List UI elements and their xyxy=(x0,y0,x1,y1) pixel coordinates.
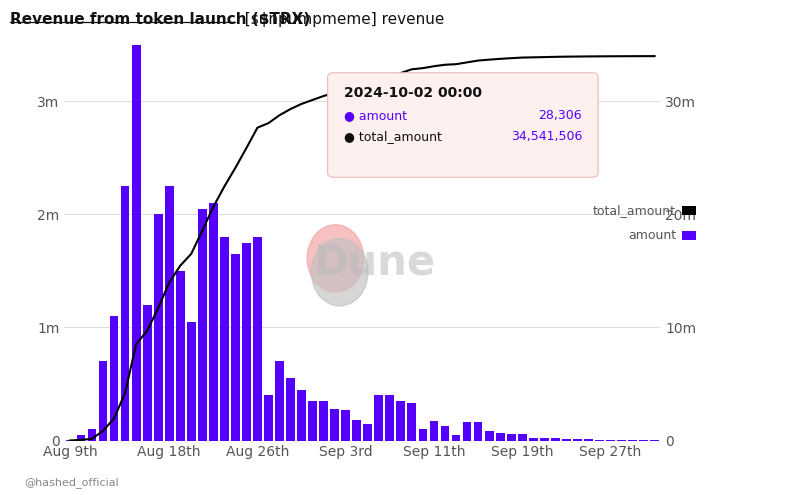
Bar xyxy=(353,420,361,441)
Bar xyxy=(419,429,427,441)
Bar xyxy=(396,401,405,441)
Bar xyxy=(584,440,592,441)
Bar xyxy=(463,422,472,441)
Bar xyxy=(142,305,151,441)
Bar xyxy=(562,439,571,441)
Bar xyxy=(65,440,74,441)
Ellipse shape xyxy=(308,225,364,292)
Bar xyxy=(473,422,482,441)
Bar xyxy=(363,424,372,441)
Bar xyxy=(132,0,141,441)
Text: 28,306: 28,306 xyxy=(539,109,582,122)
Bar xyxy=(76,435,85,441)
Text: total_amount: total_amount xyxy=(593,204,676,217)
Bar xyxy=(264,396,273,441)
Bar xyxy=(606,440,615,441)
Bar xyxy=(198,208,207,441)
Text: Revenue from token launch ($TRX): Revenue from token launch ($TRX) xyxy=(10,12,310,27)
Bar xyxy=(485,432,493,441)
Bar xyxy=(187,322,196,441)
Bar xyxy=(242,243,251,441)
Bar xyxy=(617,440,626,441)
Bar xyxy=(231,254,240,441)
Bar xyxy=(297,390,306,441)
Bar xyxy=(98,361,107,441)
Bar xyxy=(121,186,130,441)
Bar xyxy=(551,438,559,441)
Bar xyxy=(407,403,416,441)
Bar xyxy=(220,237,229,441)
Bar xyxy=(330,409,339,441)
Text: Dune: Dune xyxy=(313,242,436,283)
Bar xyxy=(175,271,184,441)
Bar xyxy=(275,361,284,441)
Bar xyxy=(165,186,174,441)
Bar xyxy=(253,237,262,441)
Bar xyxy=(595,440,604,441)
Bar xyxy=(540,438,549,441)
Bar xyxy=(440,426,449,441)
Bar xyxy=(341,410,350,441)
Text: amount: amount xyxy=(628,229,676,242)
Bar xyxy=(154,214,163,441)
Bar xyxy=(573,440,582,441)
Text: @hashed_official: @hashed_official xyxy=(24,477,119,488)
Text: [sunpumpmeme] revenue: [sunpumpmeme] revenue xyxy=(235,12,444,27)
Bar xyxy=(430,421,439,441)
Text: 2024-10-02 00:00: 2024-10-02 00:00 xyxy=(344,86,481,99)
Text: ● total_amount: ● total_amount xyxy=(344,130,442,143)
Bar xyxy=(286,378,295,441)
Bar xyxy=(109,316,118,441)
Text: 34,541,506: 34,541,506 xyxy=(510,130,582,143)
Bar xyxy=(496,433,505,441)
Bar xyxy=(209,203,217,441)
Bar xyxy=(374,396,383,441)
Bar xyxy=(452,435,460,441)
Bar xyxy=(320,401,328,441)
Text: ● amount: ● amount xyxy=(344,109,407,122)
Bar xyxy=(507,434,515,441)
Ellipse shape xyxy=(312,239,368,306)
Bar xyxy=(529,438,538,441)
Bar xyxy=(308,401,317,441)
Bar xyxy=(88,429,97,441)
Bar xyxy=(518,434,526,441)
Bar xyxy=(386,396,394,441)
